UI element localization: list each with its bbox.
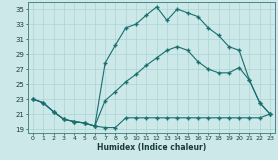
X-axis label: Humidex (Indice chaleur): Humidex (Indice chaleur) bbox=[97, 143, 206, 152]
